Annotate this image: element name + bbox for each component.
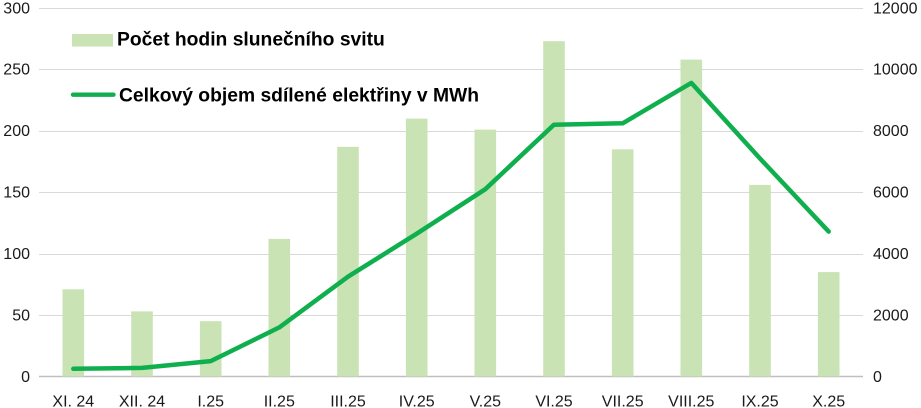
svg-text:8000: 8000: [873, 123, 909, 140]
svg-text:I.25: I.25: [197, 394, 224, 408]
svg-text:12000: 12000: [873, 0, 918, 17]
svg-text:Počet hodin slunečního svitu: Počet hodin slunečního svitu: [117, 30, 385, 51]
svg-text:150: 150: [3, 185, 30, 202]
svg-text:VII.25: VII.25: [602, 394, 644, 408]
svg-text:50: 50: [12, 307, 30, 324]
svg-text:VI.25: VI.25: [535, 394, 572, 408]
svg-text:XII. 24: XII. 24: [119, 394, 165, 408]
svg-text:0: 0: [21, 369, 30, 386]
svg-text:2000: 2000: [873, 307, 909, 324]
svg-text:II.25: II.25: [264, 394, 295, 408]
svg-text:Celkový objem sdílené elektřin: Celkový objem sdílené elektřiny v MWh: [119, 86, 479, 107]
svg-text:IX.25: IX.25: [741, 394, 778, 408]
svg-text:0: 0: [873, 369, 882, 386]
svg-text:250: 250: [3, 62, 30, 79]
svg-text:6000: 6000: [873, 185, 909, 202]
svg-text:XI. 24: XI. 24: [52, 394, 94, 408]
svg-text:300: 300: [3, 0, 30, 17]
svg-text:X.25: X.25: [812, 394, 845, 408]
svg-text:4000: 4000: [873, 246, 909, 263]
svg-text:200: 200: [3, 123, 30, 140]
svg-text:100: 100: [3, 246, 30, 263]
svg-text:V.25: V.25: [470, 394, 502, 408]
svg-text:10000: 10000: [873, 62, 918, 79]
svg-text:IV.25: IV.25: [399, 394, 435, 408]
svg-text:III.25: III.25: [330, 394, 366, 408]
svg-text:VIII.25: VIII.25: [668, 394, 714, 408]
